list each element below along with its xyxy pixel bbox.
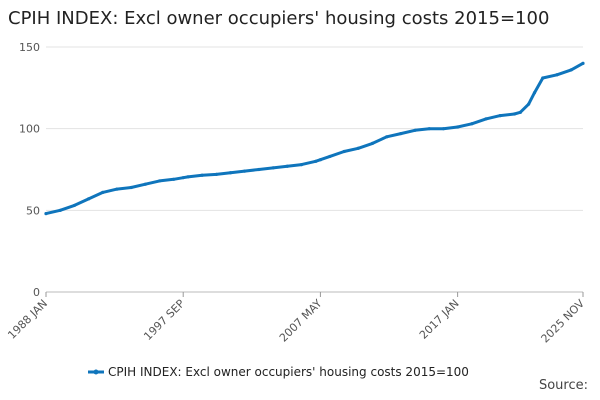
data-point	[484, 117, 488, 121]
data-point	[72, 203, 76, 208]
data-point	[441, 127, 446, 131]
data-point	[356, 146, 360, 150]
data-point	[512, 112, 516, 116]
data-point	[143, 182, 147, 186]
series-layer	[44, 61, 585, 216]
data-point	[285, 164, 289, 168]
data-point	[526, 102, 531, 106]
data-point	[44, 212, 48, 216]
data-point	[328, 154, 332, 159]
data-point	[385, 135, 389, 139]
data-point	[101, 190, 105, 194]
legend-marker	[93, 369, 99, 375]
gridlines	[46, 46, 583, 293]
data-point	[532, 91, 537, 95]
data-point	[243, 169, 247, 173]
data-point	[470, 122, 474, 126]
data-point	[518, 110, 522, 114]
data-point	[456, 125, 460, 129]
data-point	[555, 73, 559, 77]
x-tick-label: 1997 SEP	[141, 297, 187, 343]
y-tick-label: 50	[26, 204, 40, 217]
data-point	[86, 197, 91, 201]
data-point	[399, 131, 403, 136]
data-point	[186, 175, 190, 179]
data-point	[129, 185, 133, 190]
x-tick-label: 2017 JAN	[417, 297, 462, 342]
y-axis-ticks: 0 50 100 150	[19, 41, 40, 299]
legend-label: CPIH INDEX: Excl owner occupiers' housin…	[108, 365, 469, 379]
data-point	[58, 208, 62, 212]
data-point	[214, 172, 218, 176]
data-point	[314, 159, 318, 163]
x-tick-label: 2025 NOV	[539, 297, 588, 346]
data-point	[413, 128, 417, 132]
data-point	[541, 76, 545, 80]
legend: CPIH INDEX: Excl owner occupiers' housin…	[88, 365, 469, 379]
y-tick-label: 150	[19, 41, 40, 54]
data-point	[370, 141, 375, 145]
data-point	[257, 167, 261, 172]
data-point	[271, 166, 275, 170]
data-point	[115, 187, 119, 191]
data-point	[342, 149, 346, 154]
x-tick-label: 2007 MAY	[277, 297, 325, 345]
data-point	[181, 176, 185, 180]
data-point	[318, 158, 323, 162]
data-point	[228, 171, 233, 175]
data-point	[172, 177, 176, 181]
data-point	[299, 163, 304, 167]
source-label: Source:	[538, 378, 588, 393]
x-axis: 1988 JAN 1997 SEP 2007 MAY 2017 JAN 2025 NOV	[5, 291, 588, 346]
series-line	[44, 61, 585, 216]
data-point	[581, 61, 585, 65]
x-tick-label: 1988 JAN	[5, 297, 50, 342]
y-tick-label: 100	[19, 123, 40, 136]
y-tick-label: 0	[33, 286, 40, 299]
data-point	[200, 173, 204, 177]
data-point	[498, 114, 502, 118]
chart-title: CPIH INDEX: Excl owner occupiers' housin…	[8, 8, 550, 29]
data-point	[157, 179, 162, 183]
data-point	[427, 127, 431, 131]
data-point	[569, 68, 573, 72]
